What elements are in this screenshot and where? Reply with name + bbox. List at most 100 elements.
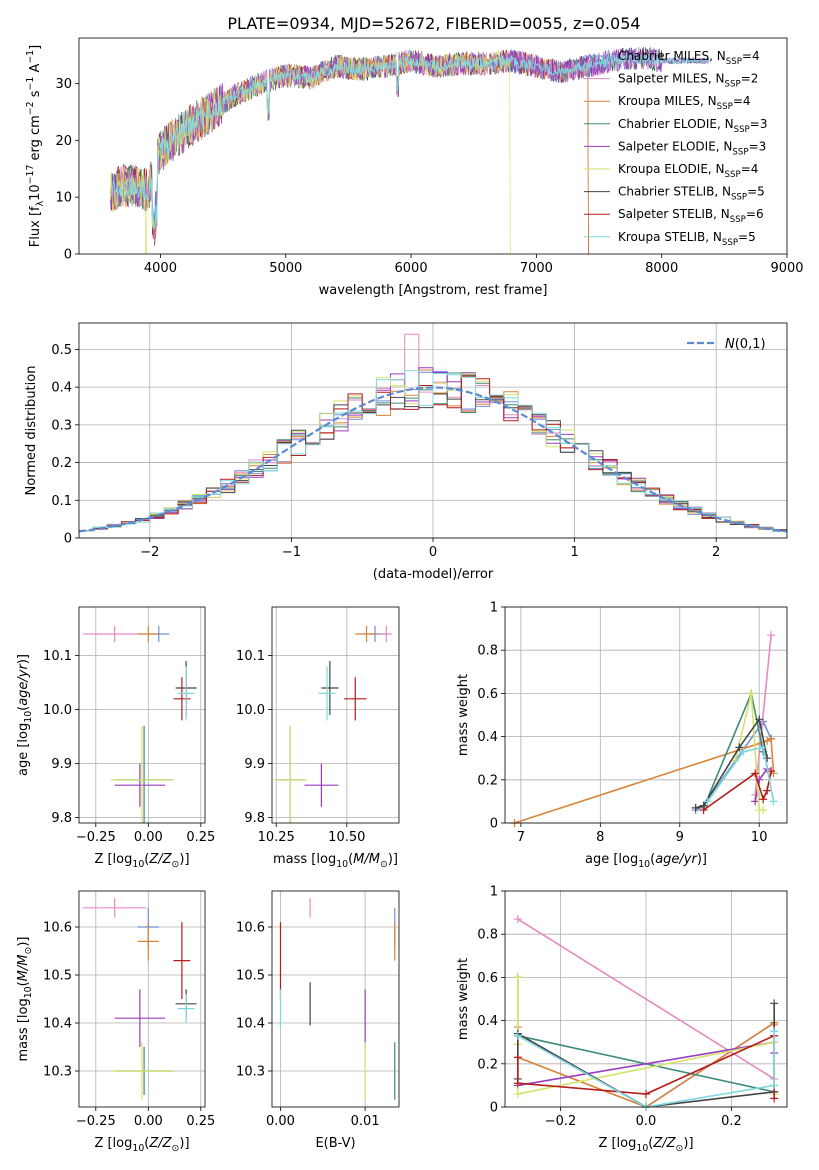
x-axis-label: E(B-V) [315,1136,355,1151]
y-tick-label: 30 [55,77,72,92]
y-tick-label: 10.6 [43,921,72,936]
x-tick-label: 7 [517,830,525,845]
y-axis-label: mass weight [456,958,471,1040]
weight-marker [513,1031,522,1040]
plot-frame [271,606,400,824]
y-tick-label: 0.3 [51,418,72,433]
weight-marker [751,769,760,778]
x-tick-label: 10.25 [258,830,295,845]
weight-marker [735,743,744,752]
weight-marker [770,1094,779,1103]
weight-marker [770,999,779,1008]
weight-marker [763,786,772,795]
x-tick-label: 4000 [144,261,177,276]
y-tick-label: 0.1 [51,494,72,509]
y-tick-label: 9.9 [244,757,265,772]
legend-label-1: Salpeter MILES, NSSP=2 [618,72,758,90]
x-tick-label: 0.25 [186,1114,215,1129]
normal-curve [78,386,788,533]
y-tick-label: 10.1 [236,649,265,664]
residual-histogram [79,370,787,538]
weight-marker [770,1027,779,1036]
plot-weight-vs-Z: −0.2 0.0 0.2 0 0.2 0.4 0.6 0.8 1 Z [log10(Z/Z⊙)] m… [456,885,788,1154]
legend-label-7: Salpeter STELIB, NSSP=6 [618,207,764,225]
spectrum-line [110,52,710,228]
y-axis-label: mass weight [456,674,471,756]
y-tick-label: 0.4 [477,730,498,745]
legend-label-6: Chabrier STELIB, NSSP=5 [618,185,765,203]
y-tick-label: 0.6 [477,687,498,702]
x-axis-label: Z [log10(Z/Z⊙)] [598,1136,693,1154]
y-tick-label: 10.5 [236,969,265,984]
legend-label-8: Kroupa STELIB, NSSP=5 [618,230,756,248]
plot-frame [504,890,788,1108]
y-tick-label: 0.8 [477,644,498,659]
y-tick-label: 10.4 [236,1017,265,1032]
weight-marker [739,747,748,756]
y-tick-label: 10.6 [236,921,265,936]
x-tick-label: 10.50 [328,830,365,845]
plot-frame [78,37,788,255]
y-tick-label: 10.3 [43,1065,72,1080]
weight-line [517,1031,776,1108]
x-axis-label: Z [log10(Z/Z⊙)] [94,1136,189,1154]
x-tick-label: 1 [570,545,578,560]
y-tick-label: 9.9 [51,757,72,772]
x-tick-label: −2 [140,545,159,560]
y-tick-label: 0.2 [477,1057,498,1072]
x-tick-label: 9 [676,830,684,845]
y-tick-label: 1 [490,885,498,900]
plot-frame [78,890,206,1108]
plot-frame [78,606,206,824]
plot-mass-vs-ebv: 0.00 0.01 10.3 10.4 10.5 10.6 E(B-V) [236,890,400,1151]
x-tick-label: 0.2 [721,1114,742,1129]
x-tick-label: 8 [596,830,604,845]
weight-marker [513,915,522,924]
x-axis-label: Z [log10(Z/Z⊙)] [94,852,189,870]
weight-marker [747,689,756,698]
plot-mass-vs-Z: −0.25 0.00 0.25 10.3 10.4 10.5 10.6 Z [log10(Z/… [16,890,215,1154]
plot-weight-vs-age: 7 8 9 10 0 0.2 0.4 0.6 0.8 1 age [log10(age/yr)] ma… [456,601,788,870]
x-tick-label: 5000 [269,261,302,276]
x-axis-label: (data-model)/error [373,567,494,582]
weight-marker [691,803,700,812]
x-tick-label: 0 [429,545,437,560]
x-tick-label: −1 [282,545,301,560]
y-tick-label: 0.6 [477,971,498,986]
weight-marker [513,973,522,982]
y-tick-label: 0.2 [51,456,72,471]
weight-marker [767,734,776,743]
legend-label-0: Chabrier MILES, NSSP=4 [618,49,760,67]
y-tick-label: 1 [490,601,498,616]
weight-marker [699,806,708,815]
weight-line [517,918,775,1080]
x-tick-label: 8000 [645,261,678,276]
spectrum-line [109,49,589,254]
legend-label-4: Salpeter ELODIE, NSSP=3 [618,139,766,157]
plot-frame [504,606,788,824]
x-tick-label: 2 [712,545,720,560]
y-axis-label: Flux [fλ10−17 erg cm−2 s−1 A−1] [25,45,46,247]
y-tick-label: 10.1 [43,649,72,664]
y-tick-label: 0 [490,1101,498,1116]
y-axis-label: Normed distribution [24,366,39,496]
weight-marker [759,795,768,804]
weight-marker [755,715,764,724]
weight-marker [759,743,768,752]
y-axis-label: mass [log10(M/M⊙)] [16,937,34,1062]
weight-marker [769,797,778,806]
y-tick-label: 0 [64,248,72,263]
y-tick-label: 10.3 [236,1065,265,1080]
x-tick-label: 0.00 [134,1114,163,1129]
weight-marker [759,806,768,815]
x-tick-label: 10 [751,830,768,845]
weight-marker [770,1081,779,1090]
y-tick-label: 10.0 [43,703,72,718]
y-tick-label: 0.5 [51,343,72,358]
legend-label-2: Kroupa MILES, NSSP=4 [618,94,751,112]
y-tick-label: 0 [490,817,498,832]
x-axis-label: age [log10(age/yr)] [585,852,707,870]
x-tick-label: 6000 [395,261,428,276]
x-axis-label: mass [log10(M/M⊙)] [273,852,398,870]
